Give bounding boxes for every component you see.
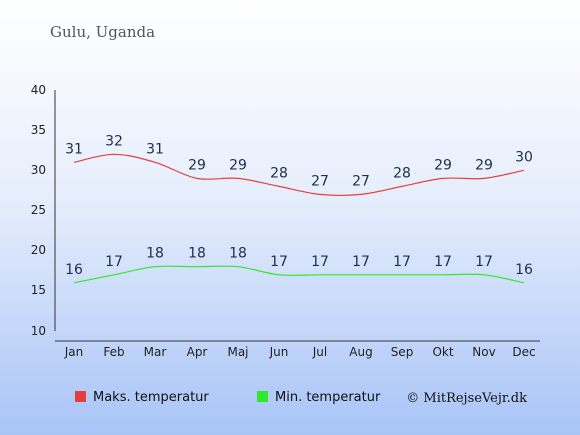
y-tick-label: 15 (31, 283, 46, 297)
x-tick-label: Okt (432, 345, 453, 359)
data-label: 29 (229, 157, 247, 173)
x-tick-label: Jan (64, 345, 84, 359)
data-label: 17 (434, 254, 452, 270)
x-tick-label: Jul (312, 345, 327, 359)
data-label: 27 (311, 173, 329, 189)
y-tick-label: 10 (31, 324, 46, 338)
x-tick-label: Nov (472, 345, 495, 359)
x-tick-label: Apr (187, 345, 208, 359)
plot-area: 31 32 31 29 29 28 27 27 28 29 29 30 16 17 18 18 18 17 17 17… (65, 133, 533, 284)
data-label: 31 (146, 141, 164, 157)
chart-title: Gulu, Uganda (50, 23, 155, 41)
x-tick-label: Feb (103, 345, 124, 359)
data-label: 17 (352, 254, 370, 270)
x-tick-label: Aug (349, 345, 372, 359)
data-label: 29 (434, 157, 452, 173)
series-line-min (73, 265, 525, 284)
data-label: 16 (515, 262, 533, 278)
data-label: 32 (105, 133, 123, 149)
data-label: 18 (229, 246, 247, 262)
y-tick-label: 40 (31, 83, 46, 97)
y-tick-label: 35 (31, 123, 46, 137)
legend-label-max: Maks. temperatur (93, 390, 209, 405)
x-tick-label: Sep (391, 345, 414, 359)
data-label: 16 (65, 262, 83, 278)
data-label: 18 (146, 246, 164, 262)
data-label: 17 (475, 254, 493, 270)
x-axis: Jan Feb Mar Apr Maj Jun Jul Aug Sep Okt … (55, 340, 540, 359)
data-label: 17 (270, 254, 288, 270)
data-label: 30 (515, 149, 533, 165)
legend-swatch-min (257, 391, 268, 402)
data-label: 28 (270, 165, 288, 181)
data-label: 18 (188, 246, 206, 262)
data-label: 17 (105, 254, 123, 270)
x-tick-label: Maj (227, 345, 248, 359)
data-label: 27 (352, 173, 370, 189)
data-label: 28 (393, 165, 411, 181)
legend-swatch-max (75, 391, 86, 402)
x-tick-label: Dec (512, 345, 535, 359)
y-tick-label: 20 (31, 243, 46, 257)
legend: Maks. temperatur Min. temperatur (75, 390, 381, 405)
x-tick-label: Mar (144, 345, 167, 359)
y-tick-label: 30 (31, 163, 46, 177)
data-label: 17 (311, 254, 329, 270)
credit-text: © MitRejseVejr.dk (406, 391, 527, 406)
y-axis: 40 35 30 25 20 15 10 (31, 83, 56, 338)
data-label: 29 (188, 157, 206, 173)
data-label: 17 (393, 254, 411, 270)
legend-label-min: Min. temperatur (275, 390, 381, 405)
data-label: 31 (65, 141, 83, 157)
y-tick-label: 25 (31, 203, 46, 217)
x-tick-label: Jun (269, 345, 289, 359)
data-label: 29 (475, 157, 493, 173)
series-line-max (73, 153, 525, 197)
